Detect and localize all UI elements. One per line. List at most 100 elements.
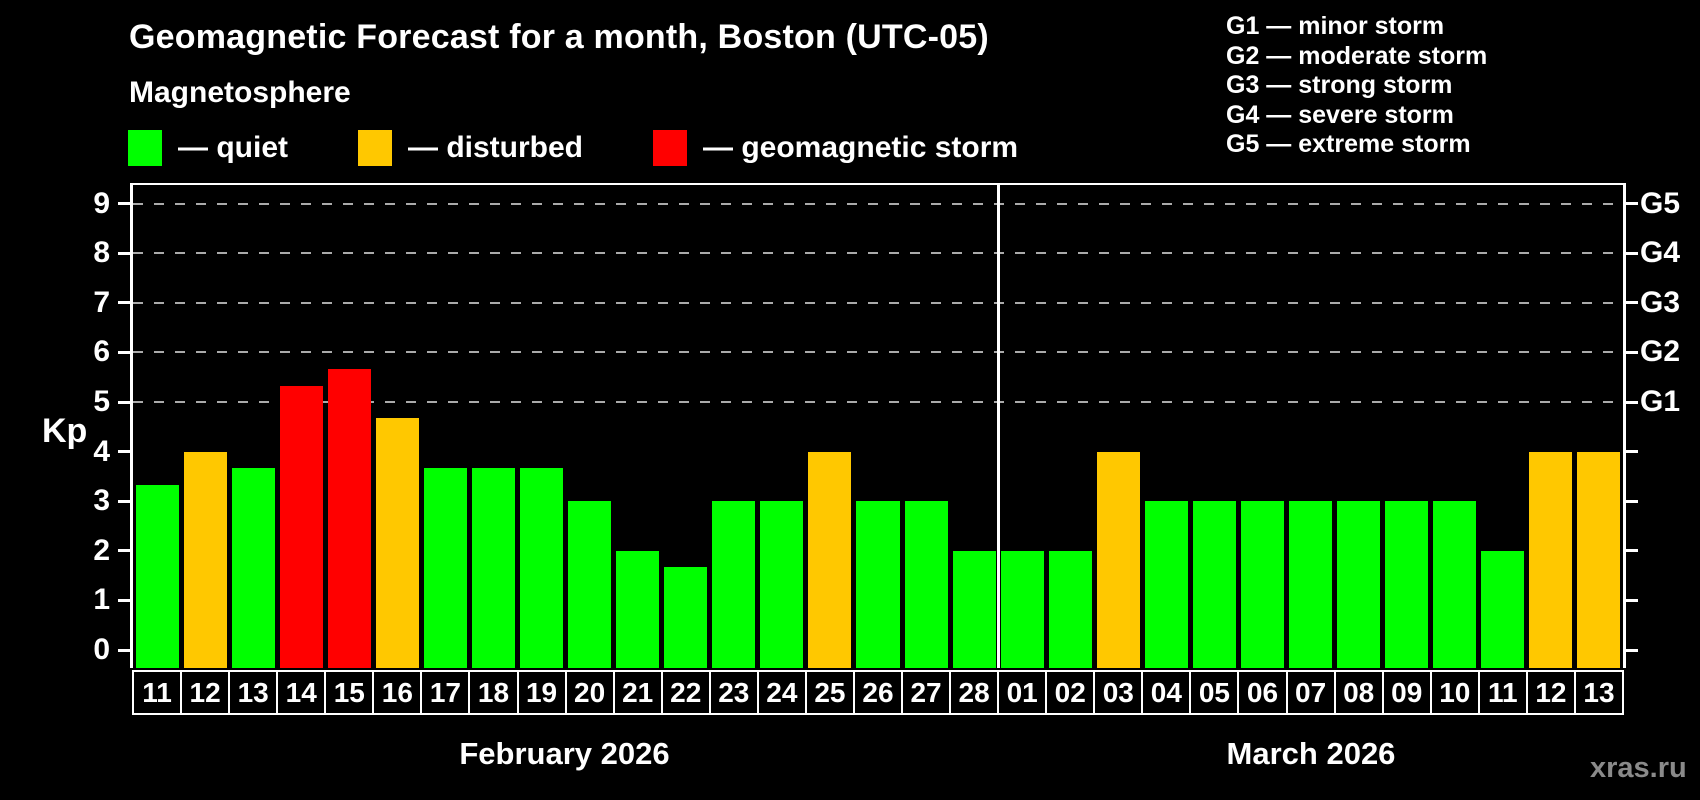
y-tick-right-2 [1626,549,1638,553]
y-tick-right-7 [1626,301,1638,305]
kp-bar-february-12 [183,451,227,668]
g1-legend-line: G1 — minor storm [1226,12,1445,40]
date-cell-march-10: 10 [1429,670,1480,715]
date-cell-february-16: 16 [372,670,423,715]
kp-bar-march-05 [1192,501,1236,668]
plot-area: 0 1 2 3 4 5 6 7 8 9 G1 G2 G3 G4 G5 [93,183,1680,668]
y-axis-title: Kp [42,412,88,450]
date-cell-march-04: 04 [1141,670,1192,715]
y-tick-label-3: 3 [93,484,110,518]
g-axis-label-g1: G1 [1640,385,1681,418]
g3-legend-line: G3 — strong storm [1226,71,1453,99]
date-cell-march-08: 08 [1333,670,1384,715]
y-tick-label-1: 1 [93,583,110,617]
date-cell-february-24: 24 [756,670,807,715]
date-cell-march-06: 06 [1237,670,1288,715]
g2-legend-line: G2 — moderate storm [1226,41,1488,70]
date-cell-february-14: 14 [276,670,327,715]
kp-bar-february-20 [568,501,612,668]
kp-bar-march-02 [1048,550,1092,668]
kp-bar-february-14 [279,385,323,668]
kp-bar-february-15 [327,368,371,668]
date-cell-march-05: 05 [1189,670,1240,715]
date-cell-march-11: 11 [1477,670,1528,715]
y-tick-label-4: 4 [93,434,110,468]
date-cell-march-02: 02 [1045,670,1096,715]
date-cell-march-13: 13 [1573,670,1624,715]
y-tick-right-0 [1626,648,1638,652]
date-cell-february-25: 25 [804,670,855,715]
date-cell-february-17: 17 [420,670,471,715]
kp-bar-february-26 [856,501,900,668]
y-tick-right-6 [1626,350,1638,354]
date-cell-february-27: 27 [901,670,952,715]
kp-bar-february-17 [423,467,467,668]
kp-bar-february-16 [375,418,419,668]
y-tick-left-5 [118,400,130,404]
kp-bar-february-23 [712,501,756,668]
date-cell-february-19: 19 [516,670,567,715]
kp-bar-march-07 [1289,501,1333,668]
y-tick-left-6 [118,350,130,354]
g-scale-legend: G1 — minor storm G2 — moderate storm G3 … [1226,12,1487,160]
gridline-kp-5 [133,401,1623,403]
y-tick-label-9: 9 [93,186,110,220]
date-cell-march-01: 01 [997,670,1048,715]
date-cell-february-12: 12 [180,670,231,715]
kp-bar-february-27 [904,501,948,668]
date-cell-february-26: 26 [852,670,904,715]
g-axis-label-g2: G2 [1640,335,1681,369]
date-cell-february-28: 28 [949,670,1000,715]
gridline-kp-7 [133,301,1623,304]
date-axis: 11 12 13 14 15 16 17 18 19 20 21 22 23 24 25 26 27 28 01 02… [132,670,1624,715]
gridline-kp-6 [133,351,1623,354]
y-tick-left-0 [118,648,130,652]
g-axis-label-g5: G5 [1640,186,1681,220]
month-separator-line [996,185,1000,668]
g5-legend-line: G5 — extreme storm [1226,130,1471,158]
date-cell-february-22: 22 [660,670,711,715]
y-tick-left-1 [118,598,130,602]
y-tick-right-9 [1626,202,1638,206]
y-tick-label-8: 8 [93,236,110,270]
y-tick-left-2 [118,549,130,553]
date-cell-february-21: 21 [612,670,663,715]
y-tick-label-6: 6 [93,335,110,369]
y-tick-label-7: 7 [93,285,110,319]
legend-label-disturbed: — disturbed [408,131,584,164]
legend-label-quiet: — quiet [178,131,288,164]
y-tick-label-5: 5 [93,385,110,418]
y-tick-left-4 [118,450,130,454]
kp-bar-february-18 [471,467,515,668]
date-cell-march-12: 12 [1525,670,1576,715]
date-cell-march-07: 07 [1285,670,1336,715]
y-tick-right-1 [1626,598,1638,602]
kp-bar-february-21 [616,550,660,668]
kp-bar-march-12 [1529,451,1573,668]
date-cell-february-20: 20 [564,670,615,715]
disturbed-color-swatch [358,130,392,166]
month-label-march: March 2026 [1226,736,1396,771]
y-tick-left-8 [118,251,130,255]
y-tick-label-0: 0 [93,633,110,666]
kp-bar-march-09 [1385,501,1429,668]
legend-label-storm: — geomagnetic storm [703,131,1019,164]
date-cell-february-13: 13 [228,670,279,715]
date-cell-february-15: 15 [324,670,375,715]
date-cell-march-03: 03 [1093,670,1144,715]
y-tick-left-9 [118,202,130,206]
kp-bar-february-28 [952,550,996,668]
status-legend: — quiet — disturbed — geomagnetic storm [128,130,1088,166]
legend-item-quiet: — quiet [128,130,288,166]
chart-title: Geomagnetic Forecast for a month, Boston… [129,18,989,56]
kp-bar-march-01 [1000,550,1044,668]
date-cell-february-11: 11 [132,670,183,715]
month-label-february: February 2026 [459,736,670,771]
g4-legend-line: G4 — severe storm [1226,100,1454,129]
y-tick-right-3 [1626,499,1638,503]
kp-bar-february-19 [520,467,564,668]
kp-bar-march-03 [1096,451,1140,668]
y-tick-left-7 [118,301,130,305]
g-axis-label-g3: G3 [1640,285,1681,319]
kp-bar-march-04 [1144,501,1188,668]
